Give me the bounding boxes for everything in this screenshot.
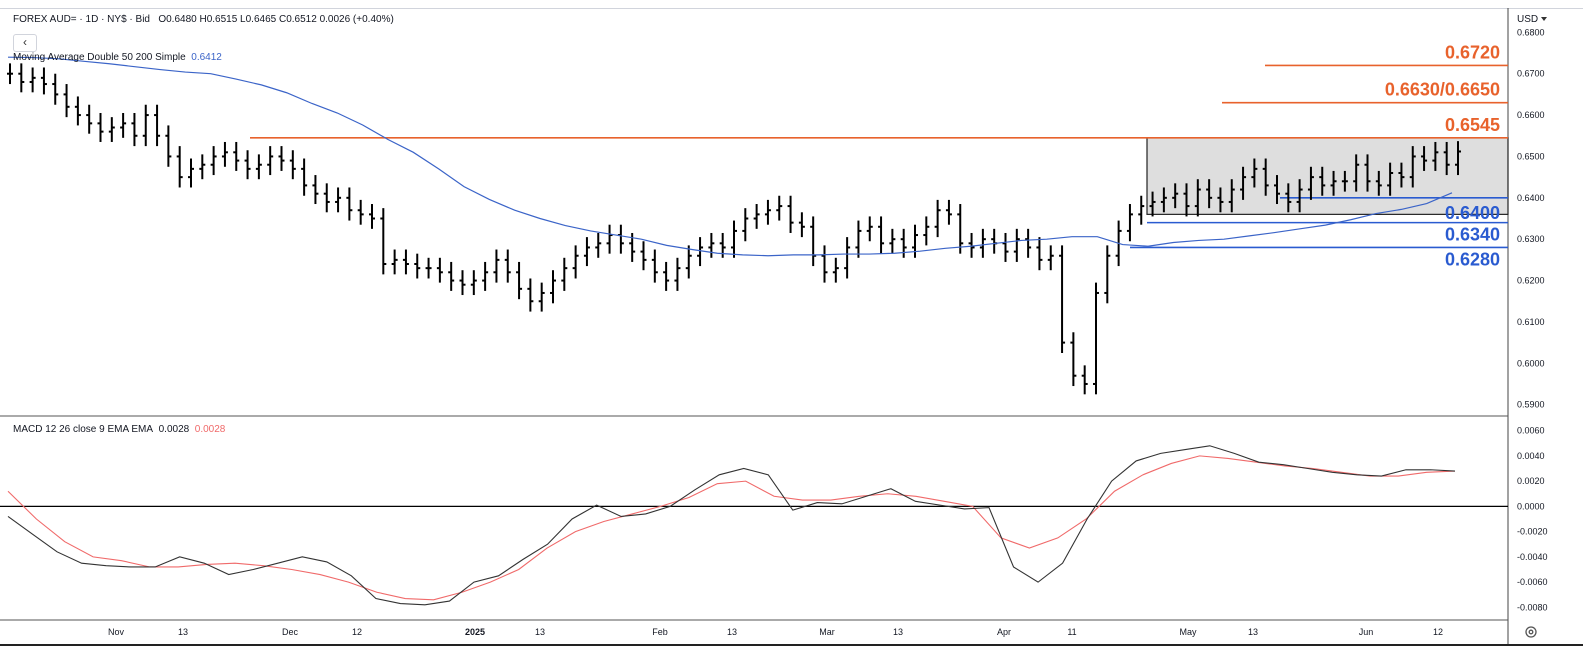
time-axis-tick: 13 bbox=[178, 627, 188, 637]
signal-value: 0.0028 bbox=[194, 424, 226, 435]
time-axis-tick: 12 bbox=[1433, 627, 1443, 637]
time-axis-tick: 13 bbox=[727, 627, 737, 637]
time-axis-tick: 13 bbox=[535, 627, 545, 637]
top-border bbox=[0, 8, 1583, 9]
consolidation-range-box bbox=[1146, 137, 1509, 215]
time-axis-tick: 13 bbox=[893, 627, 903, 637]
macd-label: MACD 12 26 close 9 EMA EMA bbox=[13, 424, 154, 435]
price-axis-tick: 0.6100 bbox=[1517, 317, 1545, 327]
time-axis-tick: Nov bbox=[108, 627, 125, 637]
time-axis-tick: Jun bbox=[1359, 627, 1374, 637]
resistance-label: 0.6545 bbox=[1445, 115, 1500, 135]
time-axis-tick: Apr bbox=[997, 627, 1011, 637]
signal-line bbox=[7, 455, 1456, 601]
ohlc-readout: O0.6480 H0.6515 L0.6465 C0.6512 0.0026 (… bbox=[158, 14, 394, 25]
time-axis-tick: Mar bbox=[819, 627, 835, 637]
price-axis-tick: 0.6800 bbox=[1517, 27, 1545, 37]
price-axis-tick: 0.5900 bbox=[1517, 400, 1545, 410]
time-axis-tick: 2025 bbox=[465, 627, 485, 637]
macd-axis-tick: 0.0000 bbox=[1517, 501, 1545, 511]
macd-axis-tick: -0.0080 bbox=[1517, 602, 1548, 612]
currency-label: USD bbox=[1517, 14, 1539, 25]
caret-down-icon bbox=[1541, 17, 1548, 22]
symbol-header: FOREX AUD= · 1D · NY$ · Bid O0.6480 H0.6… bbox=[13, 14, 394, 25]
macd-axis-tick: -0.0020 bbox=[1517, 527, 1548, 537]
macd-value: 0.0028 bbox=[158, 424, 190, 435]
macd-legend[interactable]: MACD 12 26 close 9 EMA EMA 0.0028 0.0028 bbox=[13, 424, 225, 435]
macd-axis-tick: -0.0040 bbox=[1517, 552, 1548, 562]
price-axis-tick: 0.6700 bbox=[1517, 69, 1545, 79]
gear-icon[interactable] bbox=[1524, 625, 1538, 639]
time-axis-tick: Dec bbox=[282, 627, 299, 637]
macd-line bbox=[7, 445, 1456, 606]
price-axis-tick: 0.6500 bbox=[1517, 151, 1545, 161]
price-axis-tick: 0.6200 bbox=[1517, 276, 1545, 286]
ma-legend[interactable]: Moving Average Double 50 200 Simple 0.64… bbox=[13, 52, 222, 63]
resistance-label: 0.6720 bbox=[1445, 42, 1500, 62]
collapse-legend-button[interactable]: ‹ bbox=[13, 34, 37, 52]
price-axis-tick: 0.6300 bbox=[1517, 234, 1545, 244]
macd-axis-tick: 0.0060 bbox=[1517, 426, 1545, 436]
price-axis-tick: 0.6000 bbox=[1517, 358, 1545, 368]
price-axis-tick: 0.6400 bbox=[1517, 193, 1545, 203]
currency-selector[interactable]: USD bbox=[1517, 14, 1548, 25]
resistance-label: 0.6630/0.6650 bbox=[1385, 80, 1500, 100]
moving-average-line bbox=[7, 56, 1453, 257]
time-axis-tick: 13 bbox=[1248, 627, 1258, 637]
chevron-left-icon: ‹ bbox=[23, 35, 27, 49]
macd-axis-tick: 0.0040 bbox=[1517, 451, 1545, 461]
time-axis-tick: 11 bbox=[1067, 627, 1076, 637]
ma-label: Moving Average Double 50 200 Simple bbox=[13, 52, 186, 63]
macd-axis-tick: -0.0060 bbox=[1517, 577, 1548, 587]
time-axis-tick: May bbox=[1179, 627, 1197, 637]
time-axis-tick: 12 bbox=[352, 627, 362, 637]
ma-value: 0.6412 bbox=[191, 52, 222, 63]
support-label: 0.6280 bbox=[1445, 249, 1500, 269]
time-axis-tick: Feb bbox=[652, 627, 668, 637]
symbol-line: FOREX AUD= · 1D · NY$ · Bid bbox=[13, 14, 150, 25]
support-label: 0.6340 bbox=[1445, 225, 1500, 245]
support-label: 0.6400 bbox=[1445, 203, 1500, 223]
price-axis-tick: 0.6600 bbox=[1517, 110, 1545, 120]
macd-axis-tick: 0.0020 bbox=[1517, 476, 1545, 486]
